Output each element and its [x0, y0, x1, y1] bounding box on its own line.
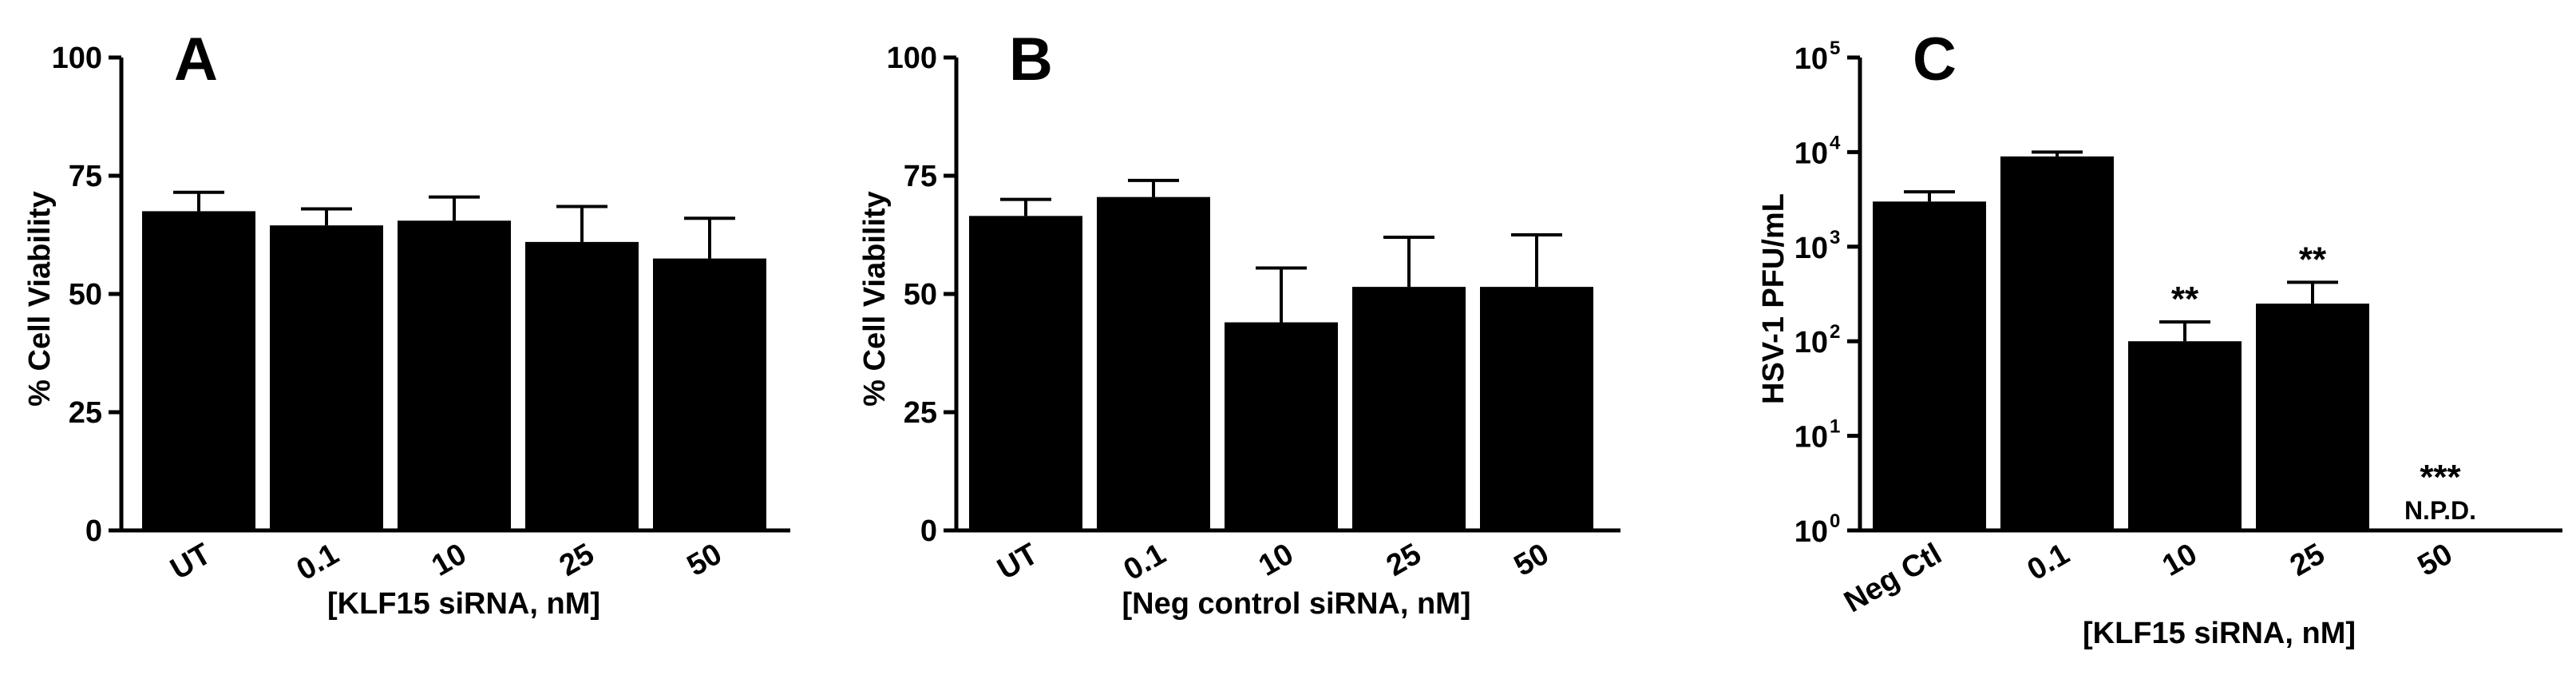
y-tick-label: 25 [904, 396, 937, 430]
x-tick-label: 10 [1253, 537, 1300, 583]
bar [1097, 197, 1210, 530]
y-tick-label: 50 [69, 278, 102, 312]
y-tick-label: 0 [85, 514, 102, 548]
y-tick-exponent: 4 [1830, 132, 1841, 153]
x-tick-label: 0.1 [1118, 537, 1172, 587]
x-tick-label: 50 [2412, 537, 2459, 583]
y-axis-title: HSV-1 PFU/mL [1757, 193, 1791, 404]
y-tick-label: 10 [1794, 515, 1828, 549]
bar [2000, 156, 2114, 530]
y-axis-title: % Cell Viability [858, 191, 892, 407]
bar [2256, 304, 2369, 530]
x-tick-label: 25 [554, 537, 600, 583]
y-tick-label: 75 [69, 160, 102, 193]
x-axis-title: [KLF15 siRNA, nM] [2083, 617, 2356, 650]
x-tick-label: Neg Ctl [1838, 537, 1947, 619]
x-tick-label: 50 [682, 537, 728, 583]
significance-marker: ** [2299, 240, 2327, 279]
x-tick-label: UT [165, 537, 217, 586]
bar [2128, 341, 2242, 530]
bar [142, 211, 255, 530]
y-axis-title: % Cell Viability [23, 191, 57, 407]
x-tick-label: 50 [1509, 537, 1555, 583]
y-tick-exponent: 0 [1830, 510, 1840, 532]
panel-a-chart: 0 25 50 75 100 % Cell Viability A UT 0.1 10 25 50 [K… [23, 26, 790, 621]
bar [1352, 287, 1466, 530]
x-tick-label: UT [992, 537, 1044, 586]
y-tick-label: 10 [1794, 42, 1828, 76]
y-tick-label: 75 [904, 160, 937, 193]
x-axis-title: [Neg control siRNA, nM] [1122, 587, 1471, 621]
significance-marker: ** [2171, 280, 2199, 319]
panel-letter: A [174, 26, 218, 93]
x-tick-label: 0.1 [291, 537, 345, 587]
y-tick-label: 25 [69, 396, 102, 430]
bar [969, 216, 1082, 530]
y-tick-exponent: 5 [1830, 38, 1840, 59]
significance-marker: *** [2420, 458, 2461, 497]
bar [1225, 322, 1338, 530]
bar [1480, 287, 1593, 530]
x-tick-label: 0.1 [2022, 537, 2075, 587]
y-tick-exponent: 1 [1830, 416, 1840, 438]
bar [525, 241, 639, 530]
x-tick-label: 25 [1381, 537, 1427, 583]
bar [653, 258, 766, 530]
y-tick-label: 10 [1794, 137, 1828, 170]
y-tick-exponent: 3 [1830, 227, 1840, 248]
bar [398, 220, 511, 530]
bar [270, 225, 383, 530]
y-tick-exponent: 2 [1830, 321, 1840, 343]
x-axis-title: [KLF15 siRNA, nM] [327, 587, 600, 621]
x-tick-label: 10 [426, 537, 473, 583]
y-tick-label: 10 [1794, 421, 1828, 455]
y-tick-label: 0 [920, 514, 937, 548]
panel-letter: B [1009, 26, 1053, 93]
x-tick-label: 10 [2157, 537, 2203, 583]
y-tick-label: 50 [904, 278, 937, 312]
y-tick-label: 100 [887, 42, 937, 75]
bar [1873, 201, 1986, 530]
panel-letter: C [1913, 26, 1957, 93]
x-tick-label: 25 [2285, 537, 2331, 583]
panel-b-chart: 0 25 50 75 100 % Cell Viability B UT 0.1 10 25 50 [N… [858, 26, 1620, 621]
npd-label: N.P.D. [2404, 496, 2476, 525]
y-tick-label: 100 [52, 42, 102, 75]
y-tick-label: 10 [1794, 326, 1828, 359]
y-tick-label: 10 [1794, 232, 1828, 265]
